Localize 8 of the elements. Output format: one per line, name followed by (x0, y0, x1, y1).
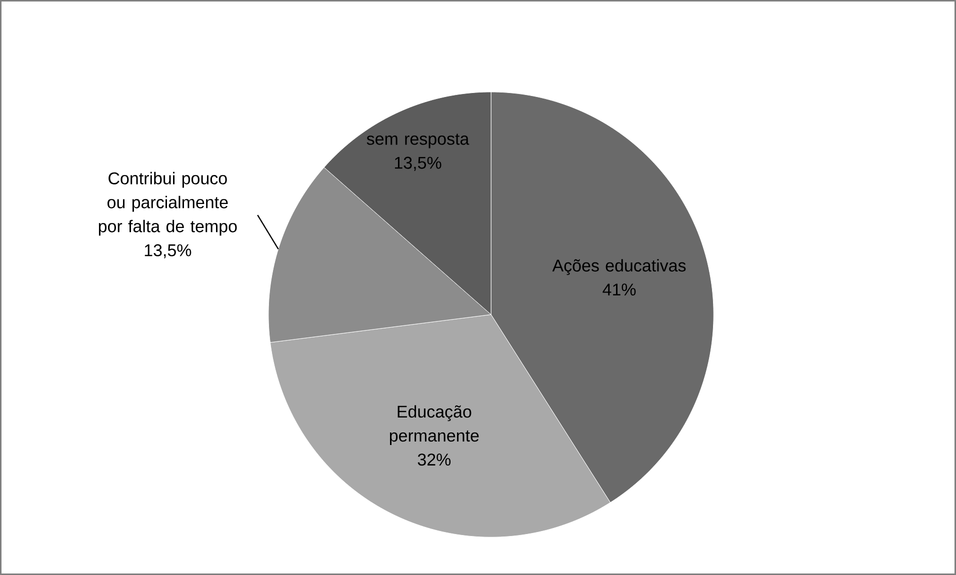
slice-label: Contribui pouco ou parcialmente por falta de tempo (98, 172, 237, 236)
data-label: 41% (602, 284, 636, 296)
data-label: 32% (418, 454, 451, 466)
slice-label: Ações educativas (552, 259, 686, 276)
slice-label: sem resposta (366, 134, 470, 148)
slice-label: Educação permanente (390, 405, 479, 445)
data-label: 13,5% (394, 156, 442, 171)
data-label: 13,5% (144, 244, 192, 258)
